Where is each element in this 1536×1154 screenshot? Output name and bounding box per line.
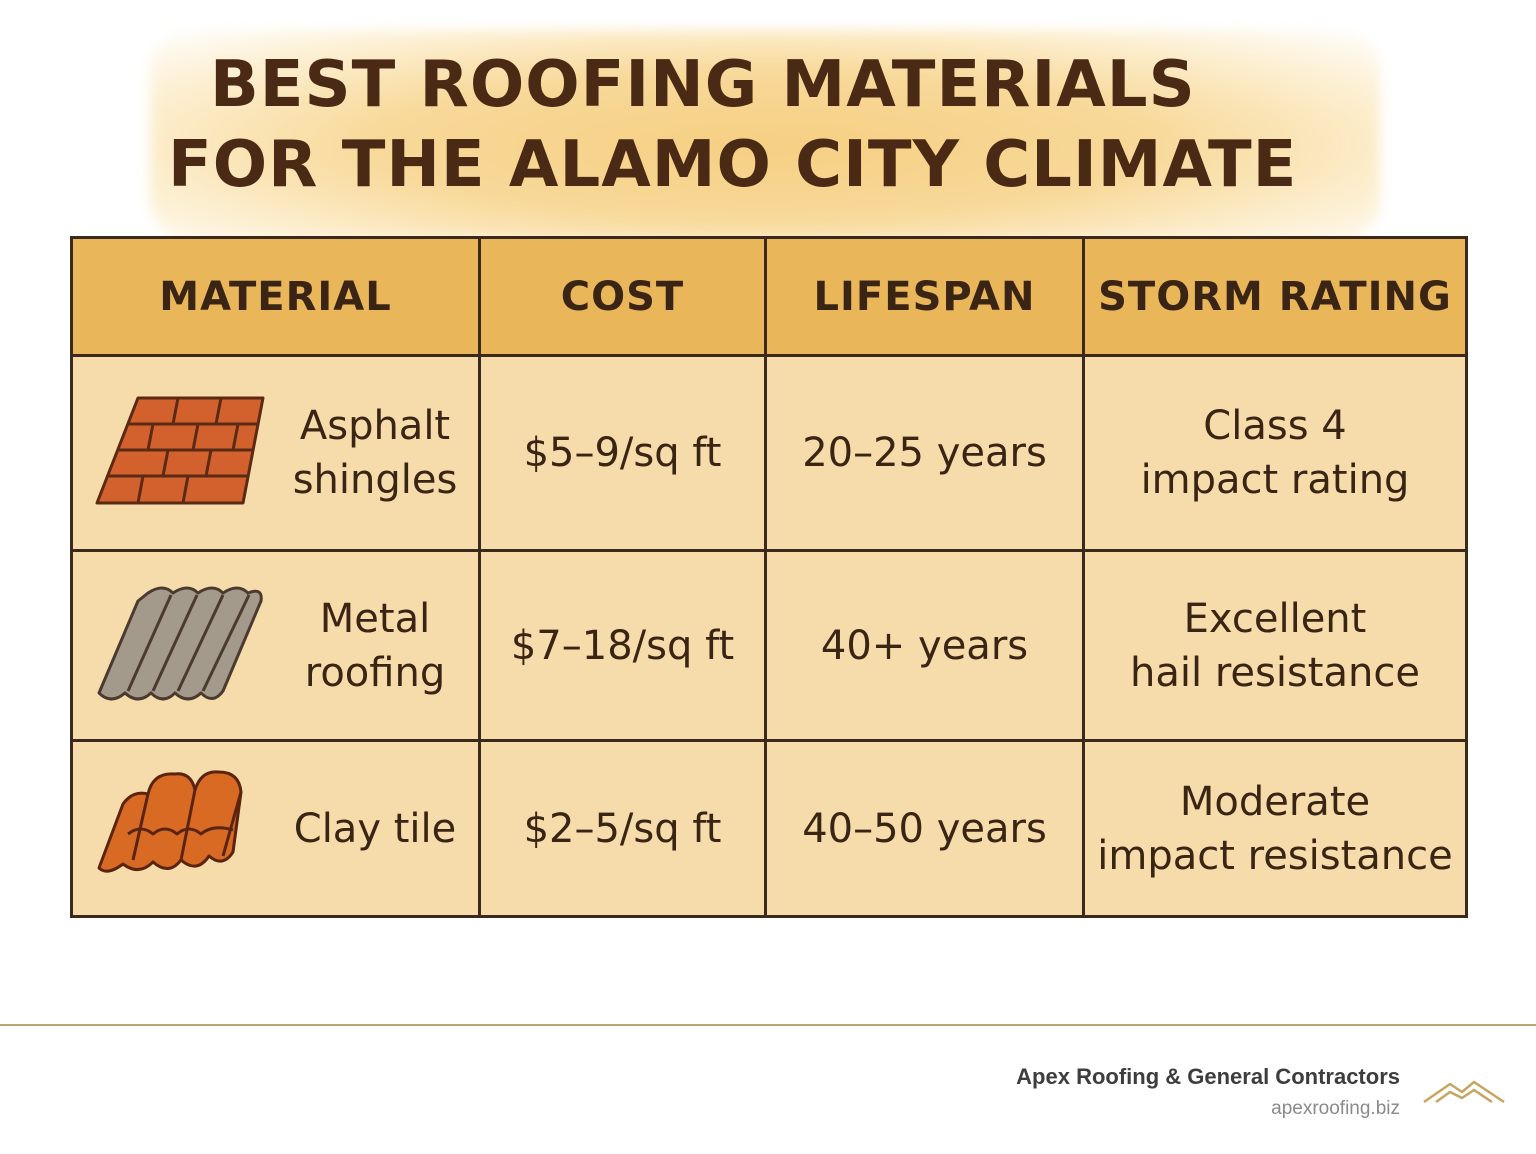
- clay-tile-icon: [97, 769, 243, 873]
- material-cell-clay: Clay tile: [73, 742, 481, 915]
- material-name-line: shingles: [292, 457, 458, 503]
- storm-rating-line: Moderate: [1179, 778, 1371, 825]
- company-name: Apex Roofing & General Contractors: [1016, 1064, 1400, 1089]
- material-label-metal: Metal roofing: [280, 592, 470, 700]
- cost-cell-clay: $2–5/sq ft: [481, 742, 767, 915]
- lifespan-cell-clay: 40–50 years: [767, 742, 1085, 915]
- metal-roofing-icon: [97, 586, 263, 700]
- material-cell-metal: Metal roofing: [73, 552, 481, 742]
- materials-table: MATERIAL COST LIFESPAN STORM RATING: [70, 236, 1468, 918]
- cost-cell-asphalt: $5–9/sq ft: [481, 357, 767, 552]
- material-name-line: roofing: [304, 649, 446, 696]
- cost-value: $5–9/sq ft: [523, 430, 722, 476]
- asphalt-shingles-icon: [95, 396, 265, 505]
- storm-rating-line: impact resistance: [1097, 832, 1453, 879]
- storm-rating-line: Excellent: [1183, 595, 1367, 642]
- header-storm-rating: STORM RATING: [1085, 239, 1465, 357]
- page-title-line-2: FOR THE ALAMO CITY CLIMATE: [168, 128, 1298, 202]
- header-lifespan: LIFESPAN: [767, 239, 1085, 357]
- storm-cell-metal: Excellent hail resistance: [1085, 552, 1465, 742]
- storm-rating-line: Class 4: [1203, 403, 1347, 449]
- material-cell-asphalt: Asphalt shingles: [73, 357, 481, 552]
- storm-cell-clay: Moderate impact resistance: [1085, 742, 1465, 915]
- lifespan-value: 20–25 years: [802, 430, 1047, 476]
- storm-rating-line: impact rating: [1140, 457, 1410, 503]
- company-website: apexroofing.biz: [1271, 1098, 1400, 1119]
- title-glow: [150, 30, 1380, 240]
- header-material: MATERIAL: [73, 239, 481, 357]
- material-name-line: Clay tile: [293, 805, 457, 852]
- material-label-clay: Clay tile: [280, 802, 470, 856]
- cost-value: $7–18/sq ft: [510, 622, 735, 669]
- material-name-line: Metal: [319, 595, 431, 642]
- page-title-line-1: BEST ROOFING MATERIALS: [210, 48, 1196, 122]
- cost-value: $2–5/sq ft: [523, 805, 722, 852]
- cost-cell-metal: $7–18/sq ft: [481, 552, 767, 742]
- header-cost: COST: [481, 239, 767, 357]
- footer-divider: [0, 1024, 1536, 1026]
- lifespan-cell-metal: 40+ years: [767, 552, 1085, 742]
- lifespan-cell-asphalt: 20–25 years: [767, 357, 1085, 552]
- lifespan-value: 40+ years: [820, 622, 1029, 669]
- storm-cell-asphalt: Class 4 impact rating: [1085, 357, 1465, 552]
- material-name-line: Asphalt: [299, 403, 451, 449]
- roof-logo-icon: [1423, 1080, 1505, 1104]
- lifespan-value: 40–50 years: [802, 805, 1047, 852]
- material-label-asphalt: Asphalt shingles: [280, 399, 470, 507]
- storm-rating-line: hail resistance: [1130, 649, 1420, 696]
